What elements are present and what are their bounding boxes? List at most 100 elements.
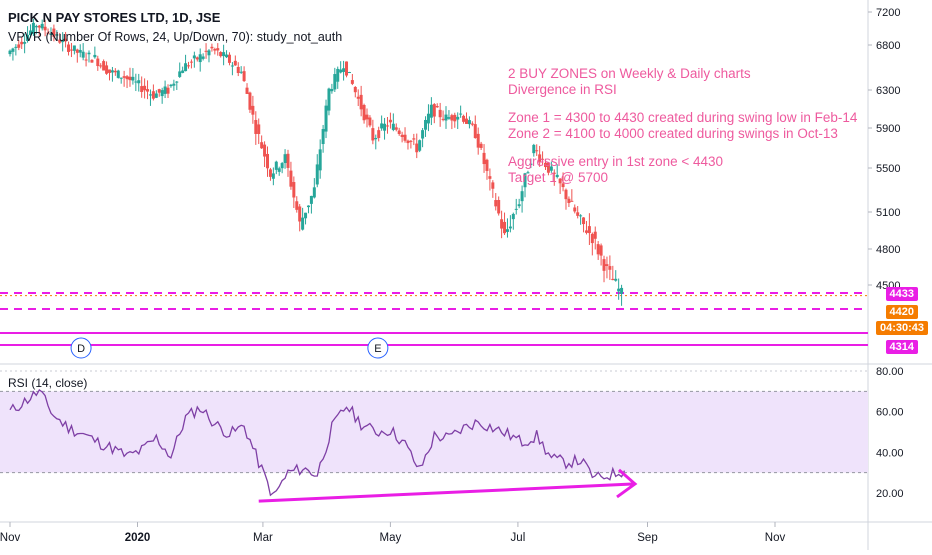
annotation-line-2: Divergence in RSI	[508, 82, 617, 97]
candle-body	[131, 76, 135, 81]
dividend-marker-d-label: D	[77, 343, 85, 355]
candle-body	[295, 201, 299, 210]
candle-body	[593, 231, 597, 239]
candle-body	[72, 45, 76, 51]
candle-body	[511, 213, 515, 220]
candle-body	[426, 113, 430, 124]
candle-body	[178, 71, 182, 77]
candle-body	[49, 33, 53, 36]
candle-body	[154, 93, 158, 98]
candle-body	[561, 183, 565, 188]
candle-body	[538, 154, 542, 162]
candle-body	[397, 130, 401, 134]
annotation-line-6: Target 1 @ 5700	[508, 170, 609, 185]
vpvr-indicator-label[interactable]: VPVR (Number Of Rows, 24, Up/Down, 70): …	[8, 30, 343, 44]
time-tick-label: Nov	[0, 532, 20, 544]
candle-body	[151, 91, 155, 99]
candle-body	[192, 55, 196, 59]
candle-body	[166, 87, 170, 94]
candle-body	[552, 172, 556, 174]
candle-body	[500, 219, 504, 229]
candle-body	[69, 49, 73, 51]
candle-body	[541, 158, 545, 160]
candle-body	[491, 182, 495, 189]
candle-body	[517, 204, 521, 207]
candle-body	[201, 56, 205, 59]
candle-body	[26, 34, 30, 41]
candle-body	[52, 28, 56, 37]
candle-body	[324, 105, 328, 132]
candle-body	[424, 119, 428, 130]
candle-body	[283, 154, 287, 164]
candle-body	[476, 133, 480, 148]
candle-body	[304, 212, 308, 219]
candle-body	[564, 189, 568, 200]
time-tick-label: Sep	[637, 532, 657, 544]
candle-body	[306, 205, 310, 208]
candle-body	[526, 172, 530, 174]
candle-body	[573, 207, 577, 212]
candle-body	[321, 129, 325, 145]
candle-body	[116, 70, 120, 78]
candle-body	[508, 226, 512, 229]
candle-body	[110, 70, 114, 73]
candle-body	[67, 44, 71, 52]
candle-body	[342, 68, 346, 72]
candle-body	[391, 123, 395, 130]
candle-body	[514, 208, 518, 210]
candle-body	[608, 266, 612, 270]
zone-top-price-tag: 4433	[885, 287, 918, 301]
dividend-marker-d-circle[interactable]	[70, 337, 92, 359]
candle-body	[312, 187, 316, 198]
earnings-marker-e-circle[interactable]	[367, 337, 389, 359]
candle-body	[470, 123, 474, 125]
candle-body	[546, 162, 550, 173]
candle-body	[605, 264, 609, 266]
candle-body	[58, 39, 62, 43]
candle-body	[207, 50, 211, 56]
candle-body	[189, 61, 193, 63]
candle-body	[225, 54, 229, 58]
candle-body	[160, 90, 164, 97]
candle-body	[555, 174, 559, 178]
candle-body	[157, 89, 161, 93]
candle-body	[362, 105, 366, 121]
annotation-line-5: Aggressive entry in 1st zone < 4430	[508, 154, 724, 169]
rsi-tick-label: 80.00	[876, 366, 904, 378]
candle-body	[260, 142, 264, 149]
earnings-marker-e-label: E	[374, 343, 381, 355]
candle-body	[233, 60, 237, 66]
candle-body	[239, 71, 243, 73]
zone-low-price-tag: 4314	[885, 340, 918, 354]
candle-body	[137, 80, 141, 84]
rsi-pane-label[interactable]: RSI (14, close)	[8, 376, 88, 390]
candle-body	[268, 169, 272, 177]
rsi-line	[9, 388, 626, 497]
candle-body	[298, 206, 302, 222]
price-tick-label: 5500	[876, 163, 900, 175]
candle-body	[43, 26, 47, 31]
candle-body	[462, 115, 466, 122]
candle-body	[242, 71, 246, 82]
candle-body	[599, 245, 603, 256]
candle-body	[406, 140, 410, 144]
candle-body	[467, 120, 471, 125]
candle-body	[570, 200, 574, 202]
candle-body	[447, 117, 451, 119]
annotation-line-1: 2 BUY ZONES on Weekly & Daily charts	[508, 66, 751, 81]
candle-body	[444, 114, 448, 121]
candle-body	[301, 217, 305, 230]
candle-body	[222, 52, 226, 57]
candle-body	[251, 105, 255, 115]
candle-body	[544, 162, 547, 168]
candle-body	[529, 163, 533, 165]
candle-body	[90, 59, 94, 63]
candle-body	[371, 128, 375, 141]
candle-body	[236, 66, 240, 74]
candle-body	[479, 143, 483, 148]
candle-body	[450, 115, 454, 121]
candle-body	[523, 173, 527, 188]
candle-body	[482, 152, 486, 165]
candle-body	[368, 117, 372, 126]
candle-body	[345, 61, 349, 76]
